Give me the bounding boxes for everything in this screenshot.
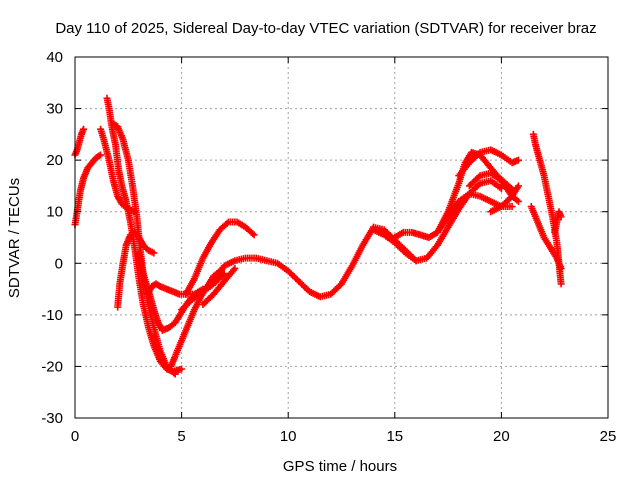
series-sat-a [71, 125, 88, 159]
data-point [514, 182, 522, 190]
series-sat-u [551, 208, 565, 236]
data-point [557, 213, 565, 221]
data-point [249, 230, 257, 238]
data-point [220, 270, 228, 278]
data-point [171, 370, 179, 378]
y-tick-label: -20 [41, 358, 63, 375]
series-sat-t [527, 203, 565, 272]
data-point [514, 197, 522, 205]
y-tick-label: -30 [41, 410, 63, 427]
x-tick-label: 20 [493, 428, 510, 445]
data-point [250, 231, 258, 239]
series-sat-p [455, 146, 522, 180]
data-point [97, 151, 105, 159]
series-sat-f [114, 228, 158, 311]
grid-lines [75, 57, 608, 418]
data-point [95, 152, 103, 160]
plot-frame [74, 56, 609, 419]
series-sat-s [529, 130, 565, 288]
data-point [475, 173, 483, 181]
data-point [223, 219, 231, 227]
data-point [475, 181, 483, 189]
y-axis-label: SDTVAR / TECUs [6, 178, 23, 298]
series-sat-d [103, 94, 186, 376]
x-tick-label: 0 [71, 428, 79, 445]
data-point [170, 369, 178, 377]
x-tick-label: 25 [600, 428, 617, 445]
data-point [508, 203, 516, 211]
x-tick-label: 10 [280, 428, 297, 445]
x-tick-label: 5 [177, 428, 185, 445]
y-tick-label: 10 [46, 204, 63, 221]
data-point [497, 185, 505, 193]
series-sat-r [487, 182, 522, 216]
series-sat-l [199, 264, 239, 309]
data-point [514, 156, 522, 164]
data-point [557, 280, 565, 288]
data-point [80, 125, 88, 133]
x-axis-label: GPS time / hours [283, 458, 397, 475]
series-sat-b [71, 151, 105, 229]
data-point [150, 249, 158, 257]
data-point [557, 264, 565, 272]
series-sat-m [369, 177, 505, 265]
y-tick-label: 20 [46, 152, 63, 169]
series-sat-c [97, 125, 139, 216]
y-tick-label: 30 [46, 101, 63, 118]
series-sat-j [182, 218, 258, 298]
data-point [178, 365, 186, 373]
y-tick-label: 0 [55, 255, 63, 272]
chart-title: Day 110 of 2025, Sidereal Day-to-day VTE… [55, 20, 596, 37]
tick-labels: 0 5 10 15 20 25 -30 -20 -10 0 10 20 30 40 [41, 49, 616, 445]
axes [74, 56, 609, 419]
data-points [71, 94, 565, 378]
x-tick-label: 15 [386, 428, 403, 445]
series-sat-k [178, 223, 420, 314]
data-point [231, 264, 239, 272]
y-tick-label: 40 [46, 49, 63, 66]
data-point [475, 150, 483, 158]
y-tick-label: -10 [41, 307, 63, 324]
